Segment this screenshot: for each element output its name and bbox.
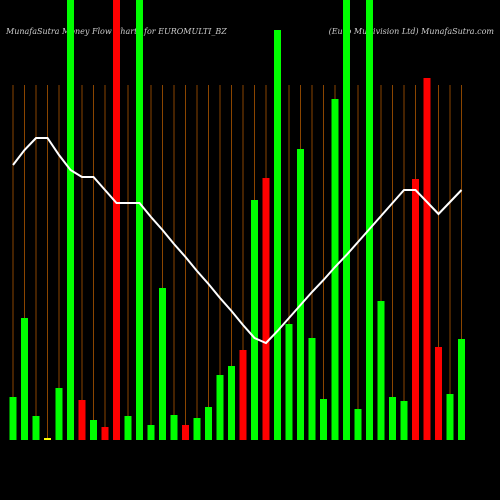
bar bbox=[67, 0, 74, 440]
bar bbox=[297, 149, 304, 440]
bar bbox=[354, 409, 362, 440]
bar bbox=[136, 0, 143, 440]
bar bbox=[377, 301, 385, 440]
bar bbox=[147, 425, 155, 440]
bar bbox=[251, 200, 258, 440]
bar bbox=[205, 407, 212, 440]
bar bbox=[389, 397, 396, 440]
bar bbox=[159, 288, 166, 440]
bar bbox=[285, 324, 293, 440]
bar bbox=[78, 400, 86, 440]
bar bbox=[124, 416, 132, 440]
bar bbox=[435, 347, 442, 440]
bar bbox=[366, 0, 373, 440]
bar bbox=[308, 338, 316, 440]
bar bbox=[423, 78, 431, 440]
bar bbox=[458, 339, 465, 440]
bar bbox=[32, 416, 40, 440]
bar bbox=[216, 375, 224, 440]
bar bbox=[262, 178, 270, 440]
bar bbox=[320, 399, 327, 440]
bar bbox=[331, 99, 339, 440]
bar bbox=[412, 179, 419, 440]
bar bbox=[239, 350, 247, 440]
chart-subtitle: (Euro Multivision Ltd) MunafaSutra.com bbox=[329, 27, 495, 36]
bar bbox=[182, 425, 189, 440]
bar bbox=[228, 366, 235, 440]
bar bbox=[274, 30, 281, 440]
bar bbox=[101, 427, 109, 440]
money-flow-line bbox=[12, 137, 463, 345]
bar bbox=[21, 318, 28, 440]
bar bbox=[9, 397, 17, 440]
bar bbox=[113, 0, 120, 440]
bar bbox=[343, 0, 350, 440]
bar bbox=[44, 438, 51, 440]
bar bbox=[446, 394, 454, 440]
bar bbox=[193, 418, 201, 440]
bar bbox=[170, 415, 178, 440]
bar bbox=[55, 388, 63, 440]
bar bbox=[400, 401, 408, 440]
bar bbox=[90, 420, 97, 440]
